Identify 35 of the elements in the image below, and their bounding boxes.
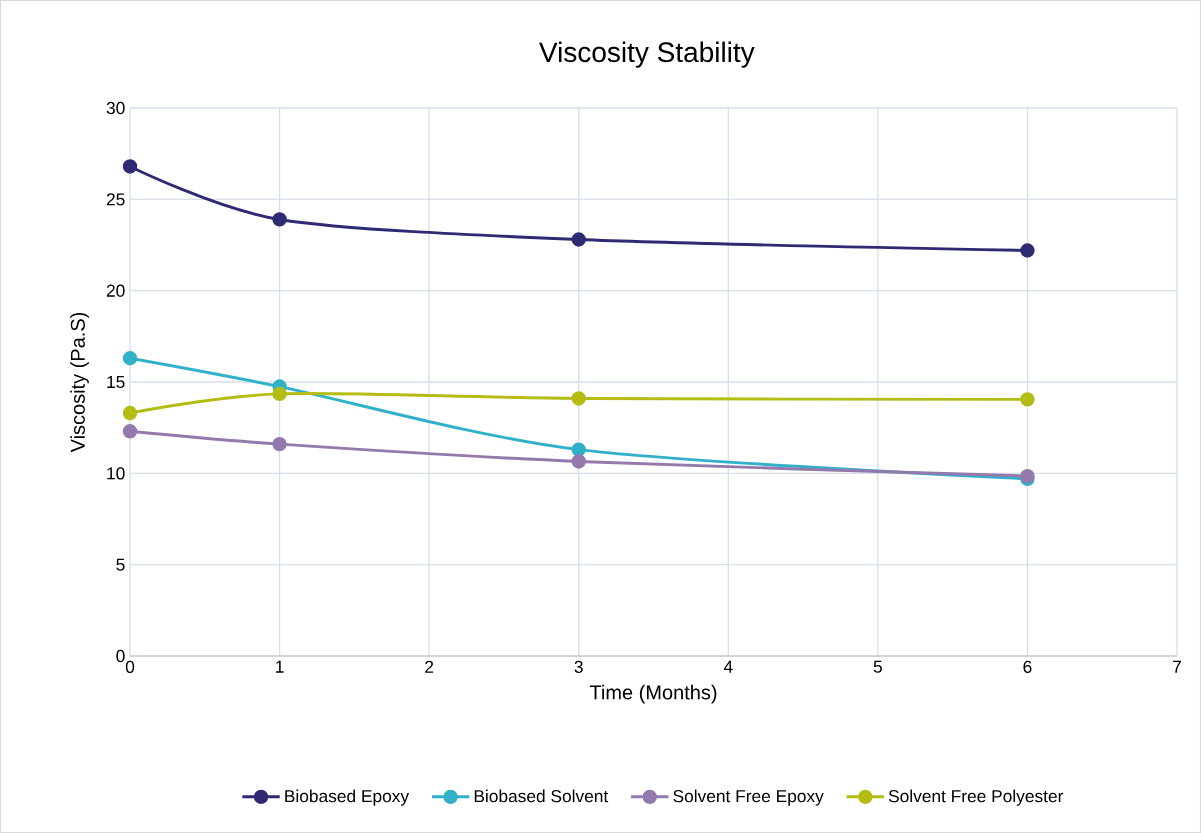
x-tick-label: 7 <box>1173 660 1181 673</box>
point <box>272 436 287 452</box>
point <box>122 405 138 421</box>
x-axis-title: Time (Months) <box>589 684 717 704</box>
x-tick-label: 0 <box>125 660 135 673</box>
point <box>122 159 138 174</box>
point <box>571 232 586 247</box>
point <box>122 424 138 439</box>
legend-label: Solvent Free Epoxy <box>673 789 824 806</box>
y-tick-label: 30 <box>106 101 125 115</box>
point <box>571 391 586 406</box>
x-tick-label: 2 <box>425 660 434 673</box>
y-tick-label: 10 <box>107 467 125 480</box>
legend-label: Biobased Epoxy <box>285 789 410 806</box>
point <box>571 454 586 469</box>
x-tick-label: 1 <box>276 660 284 673</box>
y-tick-label: 25 <box>106 193 125 206</box>
legend-label: Solvent Free Polyester <box>888 789 1064 806</box>
x-tick-label: 3 <box>574 660 583 673</box>
point <box>272 386 287 402</box>
y-tick-label: 20 <box>106 284 125 297</box>
legend-label: Biobased Solvent <box>474 789 609 803</box>
y-tick-label: 0 <box>116 649 125 663</box>
point <box>272 212 287 227</box>
y-axis-title: Viscosity (Pa.S) <box>70 312 89 453</box>
point <box>122 351 138 366</box>
chart-title: Viscosity Stability <box>539 41 755 68</box>
y-tick-label: 5 <box>116 558 125 571</box>
y-tick-label: 15 <box>107 375 125 389</box>
x-tick-label: 5 <box>873 660 882 673</box>
x-tick-label: 6 <box>1023 660 1032 673</box>
point <box>571 442 586 457</box>
x-tick-label: 4 <box>723 660 733 673</box>
point <box>1020 392 1035 407</box>
point <box>1020 243 1035 258</box>
